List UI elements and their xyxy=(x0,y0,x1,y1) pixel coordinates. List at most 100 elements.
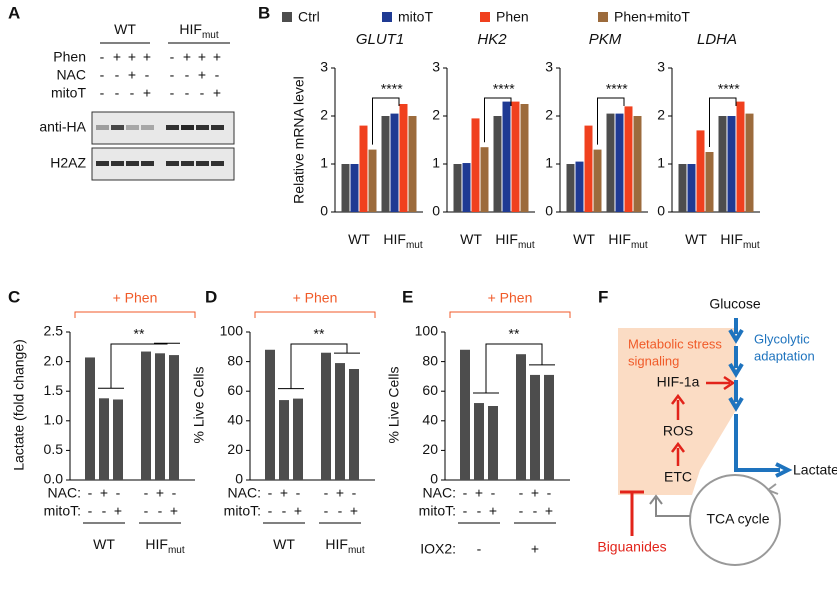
sign: - xyxy=(324,503,329,519)
sign: - xyxy=(170,49,175,65)
genotype-label-main: WT xyxy=(114,21,136,37)
sig-bracket xyxy=(484,97,512,143)
glycolytic-label: adaptation xyxy=(754,348,815,363)
sign: + xyxy=(156,485,164,501)
y-axis-label: % Live Cells xyxy=(191,366,207,443)
sig-label: **** xyxy=(493,81,515,97)
bar xyxy=(293,398,303,480)
bar xyxy=(359,125,368,212)
y-tick-label: 0 xyxy=(657,203,665,219)
bar xyxy=(530,374,540,480)
group-label-sub: mut xyxy=(518,240,535,251)
row-label: mitoT: xyxy=(224,503,261,519)
y-tick-label: 0 xyxy=(320,203,328,219)
group-label: HIFmut xyxy=(720,231,759,251)
bar xyxy=(408,116,417,212)
y-tick-label: 0 xyxy=(545,203,553,219)
group-label-main: WT xyxy=(273,536,295,552)
bar xyxy=(265,349,275,480)
group-label: HIFmut xyxy=(325,536,364,556)
row-label: Phen xyxy=(53,49,86,65)
sig-label: **** xyxy=(381,81,403,97)
sig-label: **** xyxy=(718,81,740,97)
sig-bracket xyxy=(278,343,360,390)
sign: - xyxy=(116,485,121,501)
row-label: NAC: xyxy=(48,485,81,501)
group-label-main: WT xyxy=(460,231,482,247)
y-tick-label: 100 xyxy=(220,323,244,339)
band xyxy=(181,161,194,166)
panel-title: + Phen xyxy=(293,290,338,306)
panel-label: E xyxy=(402,287,413,306)
sign: - xyxy=(170,67,175,83)
bar xyxy=(606,113,615,212)
y-axis-label: Relative mRNA level xyxy=(291,76,307,204)
sign: - xyxy=(88,485,93,501)
y-tick-label: 1.0 xyxy=(44,412,64,428)
y-tick-label: 1 xyxy=(545,155,553,171)
y-tick-label: 1 xyxy=(657,155,665,171)
sign: - xyxy=(115,67,120,83)
sign: + xyxy=(213,85,221,101)
tca-to-etc xyxy=(649,494,690,517)
biguanides-label: Biguanides xyxy=(597,539,666,555)
hif-arrow xyxy=(706,375,736,391)
bar xyxy=(471,118,480,212)
bar xyxy=(480,147,489,212)
bar xyxy=(381,116,390,212)
title-bracket xyxy=(449,311,571,318)
group-label-main: HIF xyxy=(495,231,518,247)
band xyxy=(166,125,179,130)
sign: - xyxy=(144,503,149,519)
bar xyxy=(349,369,359,480)
bar xyxy=(745,113,754,212)
bar xyxy=(141,351,151,480)
panel-label: A xyxy=(8,3,20,22)
group-label: HIFmut xyxy=(383,231,422,251)
row-label: mitoT: xyxy=(44,503,81,519)
y-tick-label: 2.0 xyxy=(44,352,64,368)
group-label-sub: mut xyxy=(348,545,365,556)
legend-swatch xyxy=(282,12,292,22)
y-tick-label: 0 xyxy=(432,203,440,219)
bar xyxy=(584,125,593,212)
y-tick-label: 80 xyxy=(227,352,243,368)
sign: - xyxy=(115,85,120,101)
bar xyxy=(687,164,696,212)
bar xyxy=(335,363,345,480)
bar xyxy=(350,164,359,212)
sign: + xyxy=(531,485,539,501)
genotype-label: WT xyxy=(114,21,136,37)
sig-bracket xyxy=(709,97,737,147)
bar xyxy=(678,164,687,212)
sign: - xyxy=(463,503,468,519)
sig-label: ** xyxy=(509,326,520,342)
group-label: WT xyxy=(685,231,707,247)
sign: + xyxy=(294,503,302,519)
up-arrows xyxy=(671,393,685,466)
bar xyxy=(511,101,520,212)
glucose-label: Glucose xyxy=(709,296,761,312)
sign: + xyxy=(143,49,151,65)
diagram: Metabolic stress signaling HIF-1a ROS ET… xyxy=(597,296,837,566)
group-label: WT xyxy=(273,536,295,552)
legend-label: mitoT xyxy=(398,9,433,25)
bar xyxy=(544,374,554,480)
sign: - xyxy=(145,67,150,83)
y-tick-label: 60 xyxy=(227,382,243,398)
sig-bracket xyxy=(98,342,180,389)
genotype-label: HIFmut xyxy=(179,21,218,41)
bar xyxy=(474,403,484,480)
sign: - xyxy=(100,49,105,65)
sign: - xyxy=(215,67,220,83)
bar xyxy=(462,163,471,212)
y-tick-label: 80 xyxy=(422,352,438,368)
panel-label: B xyxy=(258,3,270,22)
group-label-main: WT xyxy=(348,231,370,247)
y-tick-label: 1 xyxy=(432,155,440,171)
bar xyxy=(624,106,633,212)
bar xyxy=(368,149,377,212)
stress-label: Metabolic stress xyxy=(628,336,722,351)
legend-label: Phen xyxy=(496,9,529,25)
